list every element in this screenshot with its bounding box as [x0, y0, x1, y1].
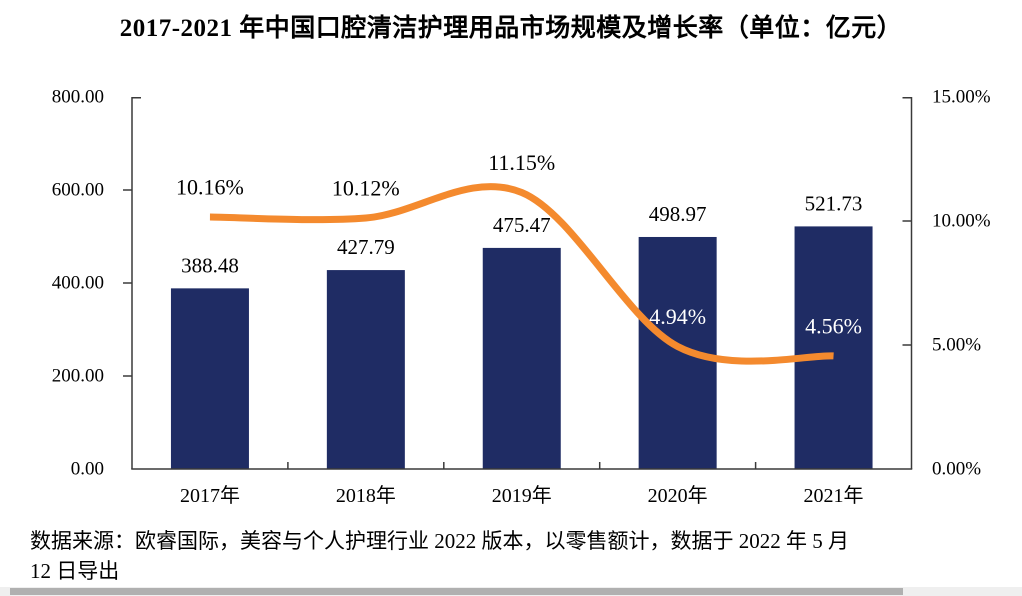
bar-2018年 — [326, 270, 405, 469]
horizontal-scrollbar-thumb[interactable] — [10, 588, 903, 595]
right-axis-label: 5.00% — [932, 335, 981, 356]
growth-rate-label: 11.15% — [488, 150, 555, 175]
left-axis-label: 400.00 — [52, 273, 104, 294]
bar-2017年 — [170, 288, 249, 469]
right-axis-label: 0.00% — [932, 459, 981, 480]
growth-rate-line — [209, 183, 834, 365]
bar-value-label: 427.79 — [337, 235, 395, 259]
bar-2019年 — [482, 247, 561, 469]
left-axis-label: 600.00 — [52, 180, 104, 201]
horizontal-scrollbar-track[interactable] — [0, 587, 1022, 596]
left-axis-label: 800.00 — [52, 87, 104, 108]
left-axis-label: 200.00 — [52, 366, 104, 387]
x-axis-label: 2021年 — [804, 484, 864, 507]
bar-value-label: 498.97 — [649, 202, 707, 226]
chart-title: 2017-2021 年中国口腔清洁护理用品市场规模及增长率（单位：亿元） — [119, 15, 903, 42]
left-axis-label: 0.00 — [71, 459, 104, 480]
bar-value-label: 521.73 — [805, 191, 863, 215]
growth-rate-label: 4.56% — [805, 313, 862, 338]
bar-2021年 — [794, 226, 873, 469]
growth-rate-label: 4.94% — [649, 304, 706, 329]
x-axis-label: 2020年 — [648, 484, 708, 507]
x-axis-label: 2019年 — [492, 484, 552, 507]
x-axis-label: 2017年 — [180, 484, 240, 507]
x-axis-label: 2018年 — [336, 484, 396, 507]
growth-rate-label: 10.16% — [176, 175, 244, 200]
source-note: 数据来源：欧睿国际，美容与个人护理行业 2022 版本，以零售额计，数据于 20… — [30, 526, 986, 586]
source-note-line1: 数据来源：欧睿国际，美容与个人护理行业 2022 版本，以零售额计，数据于 20… — [30, 529, 849, 553]
right-axis-label: 15.00% — [932, 87, 991, 108]
bar-value-label: 475.47 — [493, 213, 551, 237]
right-axis-label: 10.00% — [932, 211, 991, 232]
growth-rate-label: 10.12% — [332, 176, 400, 201]
source-note-line2: 12 日导出 — [30, 559, 120, 583]
bar-value-label: 388.48 — [181, 253, 239, 277]
